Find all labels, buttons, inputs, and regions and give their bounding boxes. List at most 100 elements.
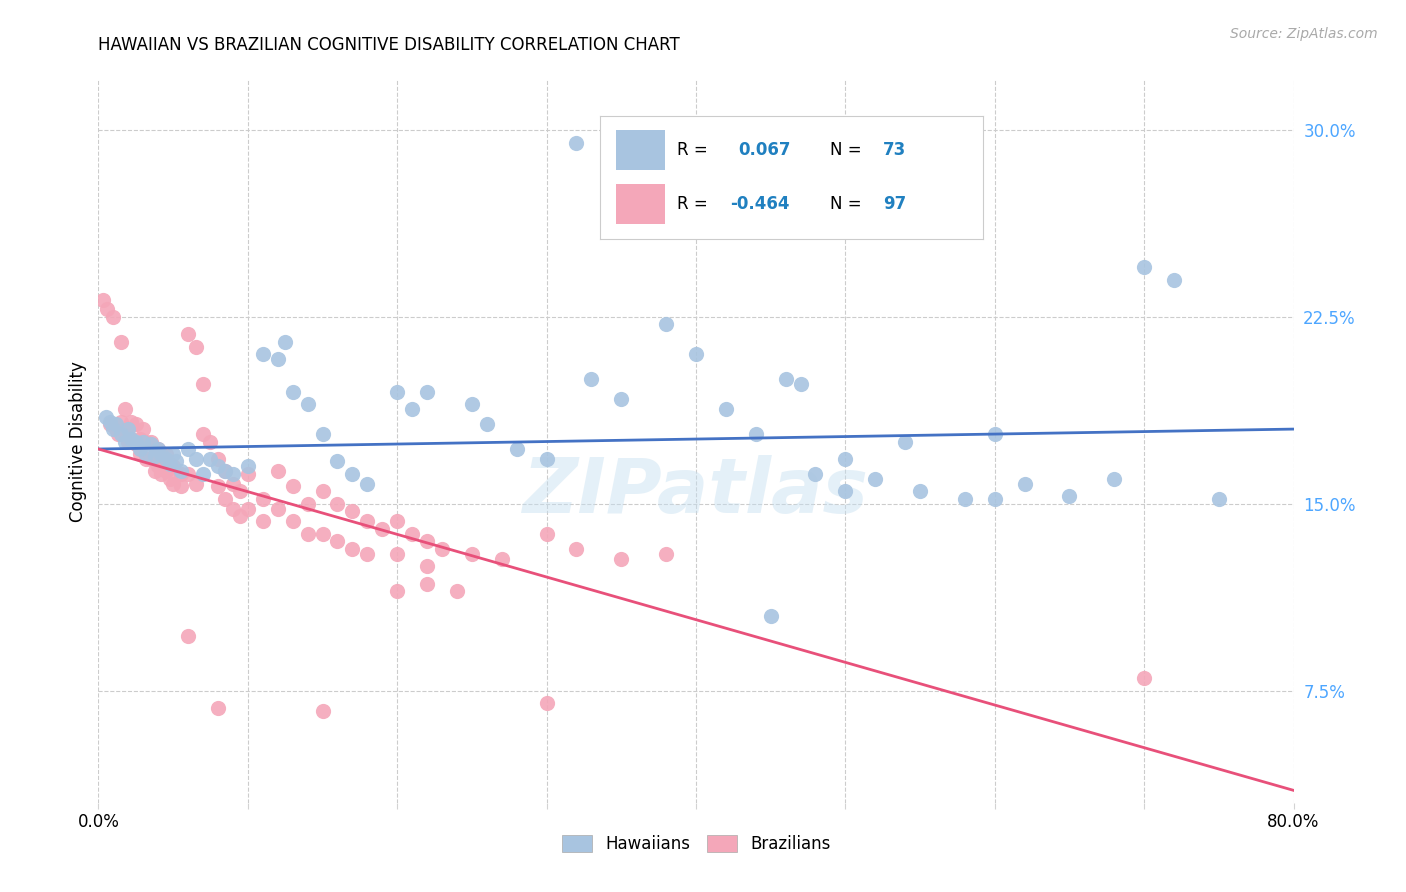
Point [162, 447, 184, 461]
Point [267, 352, 290, 367]
Point [184, 476, 207, 491]
Point [143, 447, 166, 461]
Point [120, 415, 142, 429]
Point [114, 434, 136, 449]
Point [565, 136, 588, 150]
Point [155, 465, 177, 479]
Point [214, 465, 236, 479]
Point [311, 704, 333, 718]
Point [155, 452, 177, 467]
Point [96, 302, 118, 317]
Point [169, 465, 191, 479]
Point [581, 372, 603, 386]
Point [105, 417, 128, 431]
Point [117, 422, 139, 436]
Point [114, 402, 136, 417]
Point [94, 409, 117, 424]
Point [356, 476, 378, 491]
Point [536, 526, 558, 541]
Point [385, 384, 409, 399]
Point [342, 467, 364, 481]
Point [430, 541, 453, 556]
Point [804, 467, 827, 481]
Point [148, 459, 170, 474]
Point [105, 422, 128, 436]
Point [281, 514, 304, 528]
Point [200, 452, 222, 467]
Point [297, 397, 319, 411]
Point [191, 467, 214, 481]
Point [416, 559, 439, 574]
Point [297, 497, 319, 511]
Point [162, 476, 184, 491]
Point [169, 479, 191, 493]
Point [385, 547, 409, 561]
Point [461, 397, 484, 411]
Y-axis label: Cognitive Disability: Cognitive Disability [69, 361, 87, 522]
Point [148, 442, 170, 456]
Point [908, 484, 931, 499]
Point [281, 479, 304, 493]
Point [165, 454, 187, 468]
Point [416, 576, 439, 591]
Point [356, 547, 378, 561]
Point [177, 467, 200, 481]
Point [342, 541, 364, 556]
Point [125, 417, 148, 431]
Point [125, 434, 148, 449]
Point [91, 293, 114, 307]
Point [143, 450, 166, 464]
Point [132, 437, 155, 451]
Point [461, 547, 484, 561]
Point [135, 434, 157, 449]
Point [267, 501, 290, 516]
Point [132, 434, 155, 449]
Point [416, 534, 439, 549]
Point [229, 484, 252, 499]
Point [222, 501, 245, 516]
Point [110, 415, 132, 429]
Point [984, 491, 1007, 506]
Point [207, 452, 229, 467]
Point [865, 472, 887, 486]
Point [117, 422, 139, 436]
Point [132, 422, 155, 436]
Text: Source: ZipAtlas.com: Source: ZipAtlas.com [1230, 27, 1378, 41]
Point [191, 377, 214, 392]
Point [177, 442, 200, 456]
Point [150, 452, 173, 467]
Point [184, 340, 207, 354]
Point [953, 491, 976, 506]
Point [177, 327, 200, 342]
Point [326, 497, 349, 511]
Point [326, 454, 349, 468]
Point [281, 384, 304, 399]
Point [401, 526, 423, 541]
Point [311, 427, 333, 442]
Point [1133, 671, 1156, 685]
Point [984, 427, 1007, 442]
Point [655, 547, 678, 561]
Point [139, 437, 162, 451]
Point [506, 442, 529, 456]
Point [110, 334, 132, 349]
Point [169, 467, 191, 481]
Point [148, 442, 170, 456]
Point [610, 551, 633, 566]
Point [834, 452, 856, 467]
Point [491, 551, 513, 566]
Point [200, 434, 222, 449]
Point [745, 427, 768, 442]
Point [759, 609, 782, 624]
Point [311, 526, 333, 541]
Point [1104, 472, 1126, 486]
Point [416, 384, 439, 399]
Legend: Hawaiians, Brazilians: Hawaiians, Brazilians [555, 828, 837, 860]
Point [129, 447, 152, 461]
Point [236, 501, 259, 516]
Point [252, 347, 274, 361]
Point [214, 465, 236, 479]
Point [1163, 272, 1185, 286]
Point [177, 629, 200, 643]
Point [207, 701, 229, 715]
